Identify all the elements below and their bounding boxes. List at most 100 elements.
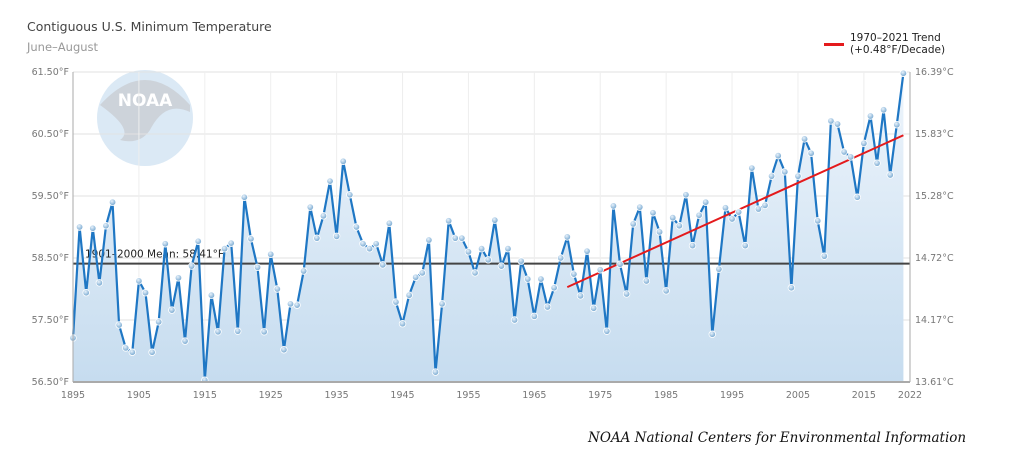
data-point <box>75 223 84 231</box>
data-point <box>346 191 354 199</box>
data-point <box>893 120 901 129</box>
data-point <box>431 368 440 376</box>
data-point <box>866 112 875 120</box>
data-point <box>234 327 242 335</box>
data-point <box>537 275 545 283</box>
data-point <box>524 275 532 283</box>
data-point <box>247 235 255 243</box>
x-tick-label: 2022 <box>898 390 922 401</box>
data-point <box>873 159 881 167</box>
y-tick-label-right: 14.17°C <box>915 315 954 326</box>
data-point <box>820 252 829 260</box>
data-point <box>385 219 394 227</box>
data-point <box>471 269 479 277</box>
noaa-logo: NOAA <box>97 70 193 166</box>
y-tick-label-left: 60.50°F <box>32 129 69 140</box>
credit-text: NOAA National Centers for Environmental … <box>588 430 967 446</box>
data-point <box>833 120 842 128</box>
data-point <box>800 135 809 143</box>
legend-trend-swatch <box>824 43 844 46</box>
y-tick-label-left: 58.50°F <box>32 253 69 264</box>
x-tick-label: 1895 <box>61 390 85 401</box>
data-point <box>115 321 123 329</box>
data-point <box>767 172 776 180</box>
data-point <box>609 202 618 210</box>
data-point <box>135 277 143 285</box>
data-point <box>761 201 769 209</box>
data-point <box>299 267 308 275</box>
data-point <box>570 270 578 278</box>
data-point <box>89 224 97 232</box>
data-point <box>128 348 137 356</box>
x-tick-label: 1965 <box>522 390 546 401</box>
y-tick-label-right: 15.83°C <box>915 129 954 140</box>
data-point <box>267 250 275 258</box>
data-point <box>207 291 216 299</box>
data-point <box>814 217 822 225</box>
data-point <box>662 287 670 295</box>
data-point <box>827 117 835 125</box>
data-point <box>326 177 334 185</box>
data-point <box>359 240 367 248</box>
data-point <box>491 216 499 224</box>
data-point <box>227 239 235 247</box>
data-point <box>510 316 519 324</box>
data-point <box>168 306 176 314</box>
data-point <box>794 172 802 180</box>
data-point <box>781 168 789 176</box>
data-point <box>392 298 400 306</box>
data-point <box>583 247 591 255</box>
legend-trend-rate: (+0.48°F/Decade) <box>850 44 946 56</box>
y-tick-label-right: 15.28°C <box>915 191 954 202</box>
chart-subtitle: June–August <box>27 40 99 54</box>
data-point <box>879 106 888 114</box>
y-tick-label-left: 56.50°F <box>32 377 69 388</box>
data-point <box>636 203 644 211</box>
chart-title: Contiguous U.S. Minimum Temperature <box>27 19 272 34</box>
data-point <box>141 289 150 297</box>
data-point <box>280 346 288 354</box>
x-tick-label: 1975 <box>588 390 612 401</box>
data-point <box>622 290 631 298</box>
data-point <box>332 232 341 240</box>
x-tick-label: 2005 <box>786 390 810 401</box>
x-tick-label: 1905 <box>127 390 151 401</box>
x-tick-label: 1935 <box>325 390 349 401</box>
series-area <box>73 73 904 382</box>
y-tick-label-left: 57.50°F <box>32 315 69 326</box>
data-point <box>372 240 380 248</box>
data-point <box>682 191 690 199</box>
data-point <box>655 228 664 236</box>
data-point <box>530 312 539 320</box>
data-point <box>550 284 558 292</box>
data-point <box>504 244 512 253</box>
data-point <box>589 304 598 312</box>
x-tick-label: 1925 <box>259 390 283 401</box>
data-point <box>352 223 361 231</box>
data-point <box>649 209 657 217</box>
data-point <box>701 198 710 206</box>
data-point <box>860 139 868 147</box>
data-point <box>273 285 282 293</box>
data-point <box>82 289 90 297</box>
data-point <box>365 244 374 253</box>
legend: 1970–2021 Trend (+0.48°F/Decade) <box>824 32 945 56</box>
data-point <box>464 248 473 256</box>
data-point <box>95 279 104 287</box>
data-point <box>154 318 163 326</box>
data-point <box>669 213 677 222</box>
data-point <box>187 262 196 270</box>
data-point <box>675 222 684 230</box>
data-point <box>293 301 301 309</box>
x-tick-label: 1955 <box>456 390 480 401</box>
data-point <box>253 263 262 271</box>
data-point <box>629 220 637 228</box>
data-point <box>576 292 585 300</box>
data-point <box>715 265 723 273</box>
data-point <box>286 300 295 308</box>
y-tick-label-left: 61.50°F <box>32 67 69 78</box>
x-tick-label: 1915 <box>193 390 217 401</box>
data-point <box>688 241 697 250</box>
y-tick-label-right: 14.72°C <box>915 253 954 264</box>
